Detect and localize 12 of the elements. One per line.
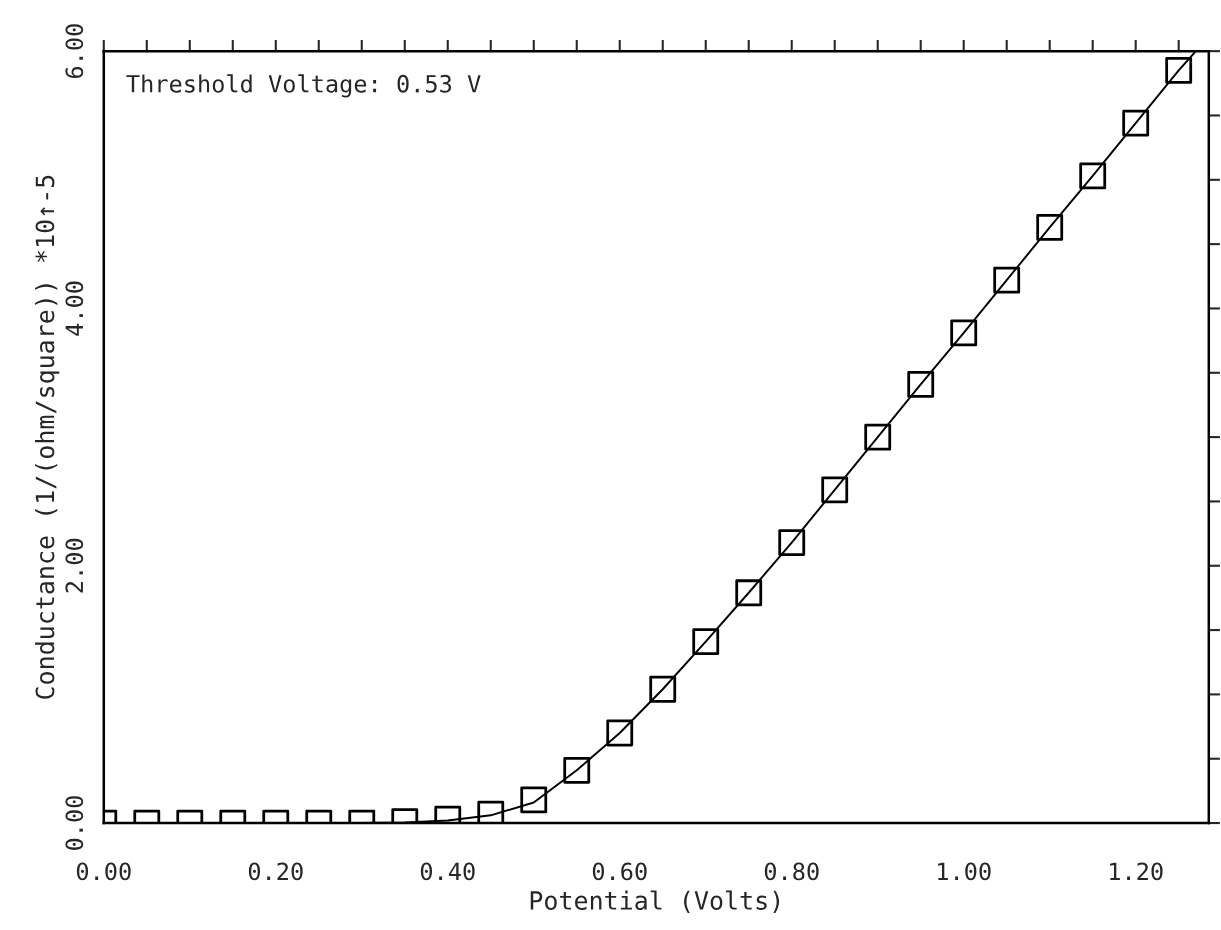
x-axis-title: Potential (Volts) — [530, 890, 780, 913]
x-tick-label: 1.00 — [938, 862, 991, 881]
y-tick-label: 4.00 — [65, 281, 84, 336]
x-tick-label: 0.20 — [248, 862, 303, 881]
x-tick-label: 0.60 — [592, 862, 647, 881]
y-axis-title: Conductance (1/(ohm/square)) *10↑-5 — [35, 175, 60, 699]
annotation: Threshold Voltage: 0.53 V — [126, 74, 481, 98]
y-tick-label: 2.00 — [65, 538, 84, 593]
x-tick-label: 1.20 — [1110, 862, 1163, 881]
x-tick-label: 0.40 — [420, 862, 475, 881]
x-tick-label: 0.80 — [764, 862, 819, 881]
y-tick-label: 6.00 — [65, 24, 84, 79]
